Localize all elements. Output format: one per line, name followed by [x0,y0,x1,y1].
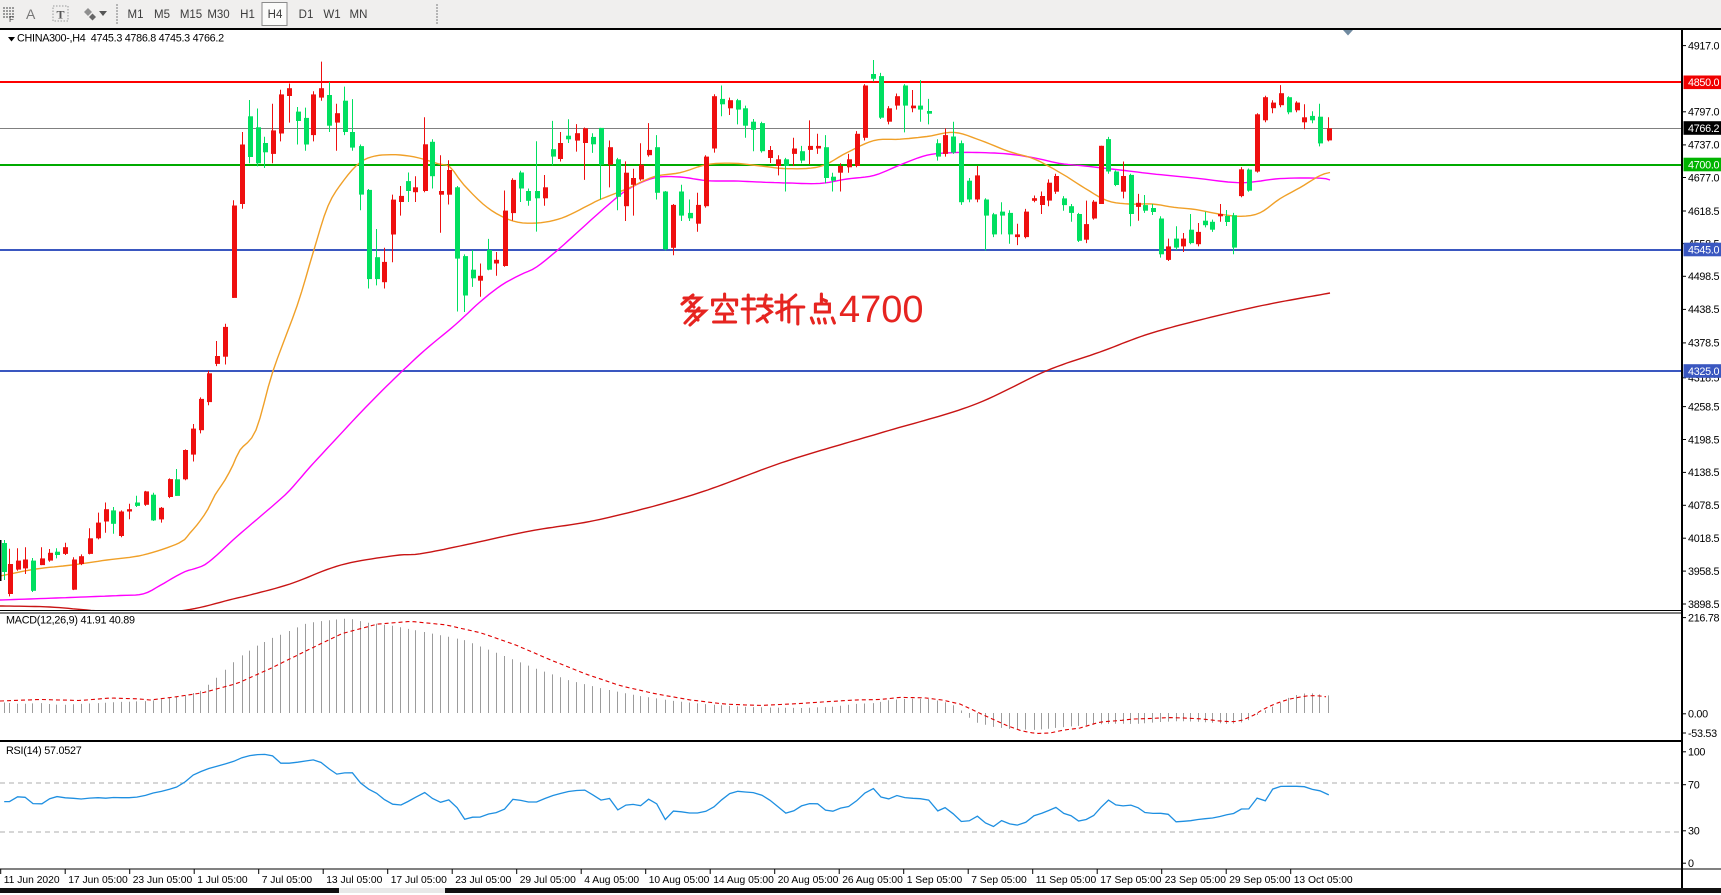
svg-text:F: F [9,15,14,24]
svg-text:3958.5: 3958.5 [1688,566,1720,578]
svg-text:4917.0: 4917.0 [1688,40,1720,52]
svg-text:29 Jul 05:00: 29 Jul 05:00 [520,875,576,886]
svg-text:4700.0: 4700.0 [1688,159,1720,171]
svg-text:D1: D1 [299,9,314,21]
svg-text:M5: M5 [154,9,170,21]
svg-text:13 Oct 05:00: 13 Oct 05:00 [1294,875,1353,886]
svg-text:23 Jun 05:00: 23 Jun 05:00 [133,875,193,886]
svg-text:17 Jul 05:00: 17 Jul 05:00 [391,875,447,886]
svg-text:20 Aug 05:00: 20 Aug 05:00 [778,875,839,886]
svg-text:10 Aug 05:00: 10 Aug 05:00 [649,875,710,886]
svg-text:T: T [57,8,65,22]
svg-text:4498.5: 4498.5 [1688,271,1720,283]
svg-text:4258.5: 4258.5 [1688,401,1720,413]
svg-text:1 Jul 05:00: 1 Jul 05:00 [197,875,248,886]
svg-text:216.78: 216.78 [1688,612,1720,624]
svg-text:11 Sep 05:00: 11 Sep 05:00 [1036,875,1097,886]
svg-text:4700: 4700 [839,289,924,331]
svg-text:13 Jul 05:00: 13 Jul 05:00 [326,875,382,886]
svg-text:7 Jul 05:00: 7 Jul 05:00 [262,875,313,886]
svg-text:4078.5: 4078.5 [1688,500,1720,512]
svg-text:4438.5: 4438.5 [1688,304,1720,316]
svg-text:4378.5: 4378.5 [1688,338,1720,350]
svg-text:0: 0 [1688,858,1694,870]
svg-text:4850.0: 4850.0 [1688,77,1720,89]
svg-text:17 Jun 05:00: 17 Jun 05:00 [68,875,128,886]
svg-text:14 Aug 05:00: 14 Aug 05:00 [713,875,774,886]
svg-text:100: 100 [1688,747,1705,759]
svg-text:4618.5: 4618.5 [1688,206,1720,218]
svg-text:-53.53: -53.53 [1688,728,1717,740]
svg-text:4138.5: 4138.5 [1688,467,1720,479]
svg-text:4545.0: 4545.0 [1688,244,1720,256]
svg-text:4677.0: 4677.0 [1688,172,1720,184]
svg-text:H4: H4 [268,9,283,21]
svg-text:4198.5: 4198.5 [1688,434,1720,446]
svg-text:3898.5: 3898.5 [1688,599,1720,611]
svg-text:7 Sep 05:00: 7 Sep 05:00 [971,875,1027,886]
svg-text:CHINA300-,H4 4745.3 4786.8 47: CHINA300-,H4 4745.3 4786.8 4745.3 4766.2 [17,33,224,45]
svg-text:29 Sep 05:00: 29 Sep 05:00 [1229,875,1291,886]
svg-text:M30: M30 [207,9,229,21]
svg-text:4 Aug 05:00: 4 Aug 05:00 [584,875,639,886]
svg-text:MACD(12,26,9) 41.91 40.89: MACD(12,26,9) 41.91 40.89 [6,615,135,627]
svg-text:M15: M15 [180,9,202,21]
svg-text:RSI(14) 57.0527: RSI(14) 57.0527 [6,745,82,757]
svg-text:23 Sep 05:00: 23 Sep 05:00 [1165,875,1227,886]
svg-text:4018.5: 4018.5 [1688,533,1720,545]
svg-text:MN: MN [350,9,368,21]
svg-text:0.00: 0.00 [1688,709,1708,721]
svg-text:1 Sep 05:00: 1 Sep 05:00 [907,875,963,886]
svg-text:4325.0: 4325.0 [1688,366,1720,378]
svg-text:26 Aug 05:00: 26 Aug 05:00 [842,875,903,886]
svg-text:4766.2: 4766.2 [1688,123,1720,135]
svg-text:W1: W1 [323,9,340,21]
svg-text:30: 30 [1688,826,1700,838]
svg-text:H1: H1 [240,9,255,21]
svg-text:A: A [26,6,36,22]
svg-text:4737.0: 4737.0 [1688,140,1720,152]
svg-text:17 Sep 05:00: 17 Sep 05:00 [1100,875,1162,886]
svg-text:4797.0: 4797.0 [1688,107,1720,119]
svg-text:70: 70 [1688,780,1700,792]
svg-text:23 Jul 05:00: 23 Jul 05:00 [455,875,511,886]
svg-text:M1: M1 [128,9,144,21]
svg-text:11 Jun 2020: 11 Jun 2020 [4,875,60,886]
